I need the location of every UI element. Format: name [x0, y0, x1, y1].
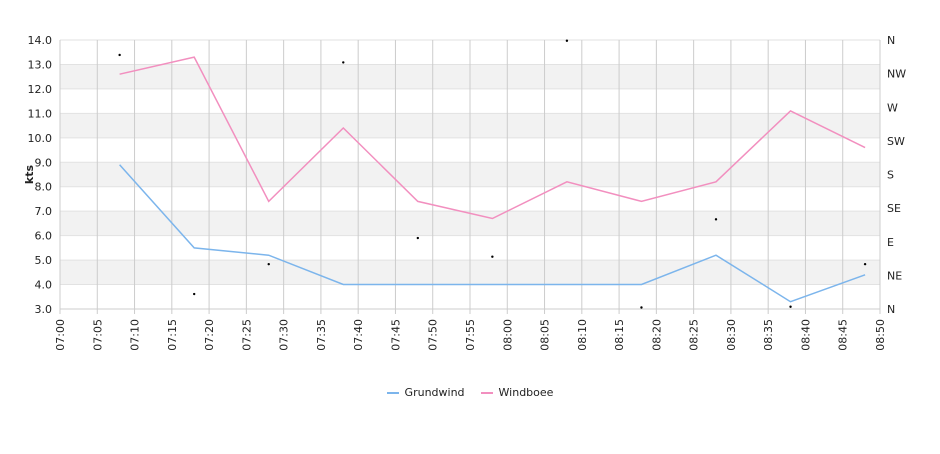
y-axis-label: kts	[23, 164, 36, 184]
x-tick-label: 08:50	[874, 319, 887, 351]
x-tick-label: 08:45	[837, 319, 850, 351]
x-tick-label: 07:20	[203, 319, 216, 351]
direction-tick-label: N	[887, 34, 895, 47]
x-tick-label: 08:10	[576, 319, 589, 351]
direction-marker	[565, 39, 569, 42]
y-tick-label: 4.0	[35, 279, 53, 292]
y-tick-label: 14.0	[28, 34, 53, 47]
x-tick-label: 07:40	[352, 319, 365, 351]
x-tick-label: 08:20	[650, 319, 663, 351]
x-tick-label: 08:40	[799, 319, 812, 351]
x-tick-label: 07:45	[389, 319, 402, 351]
x-tick-label: 07:50	[427, 319, 440, 351]
legend-label-grundwind: Grundwind	[404, 386, 465, 399]
x-tick-label: 07:55	[464, 319, 477, 351]
direction-tick-label: NE	[887, 269, 902, 282]
direction-marker	[416, 236, 420, 240]
x-tick-label: 08:05	[539, 319, 552, 351]
legend: Grundwind Windboee	[0, 386, 940, 399]
y-tick-label: 9.0	[35, 156, 53, 169]
y-tick-label: 12.0	[28, 83, 53, 96]
x-tick-label: 07:35	[315, 319, 328, 351]
direction-marker	[342, 61, 345, 64]
direction-marker	[714, 218, 718, 221]
y-tick-label: 13.0	[28, 58, 53, 71]
x-tick-label: 07:05	[91, 319, 104, 351]
direction-marker	[192, 292, 196, 296]
x-tick-label: 07:25	[240, 319, 253, 351]
y-tick-label: 5.0	[35, 254, 53, 267]
direction-marker	[491, 255, 494, 258]
direction-marker	[789, 305, 792, 308]
y-tick-label: 7.0	[35, 205, 53, 218]
y-tick-label: 3.0	[35, 303, 53, 316]
y-tick-label: 8.0	[35, 181, 53, 194]
direction-marker	[640, 306, 643, 309]
y-tick-label: 10.0	[28, 132, 53, 145]
direction-marker	[267, 262, 270, 266]
direction-tick-label: E	[887, 236, 894, 249]
x-tick-label: 08:25	[688, 319, 701, 351]
series-line-grundwind	[119, 164, 866, 303]
y-tick-label: 6.0	[35, 230, 53, 243]
direction-marker	[118, 53, 121, 57]
y-tick-label: 11.0	[28, 107, 53, 120]
direction-tick-label: SE	[887, 202, 901, 215]
x-tick-label: 07:15	[166, 319, 179, 351]
direction-tick-label: W	[887, 101, 898, 114]
legend-label-windboee: Windboee	[498, 386, 554, 399]
x-tick-label: 07:30	[278, 319, 291, 351]
x-tick-label: 08:30	[725, 319, 738, 351]
x-tick-label: 07:10	[129, 319, 142, 351]
legend-item-grundwind[interactable]: Grundwind	[386, 386, 465, 399]
direction-tick-label: N	[887, 303, 895, 316]
direction-tick-label: NW	[887, 68, 906, 81]
legend-swatch-grundwind	[386, 391, 399, 394]
x-tick-label: 07:00	[54, 319, 67, 351]
direction-tick-label: S	[887, 169, 894, 182]
direction-tick-label: SW	[887, 135, 905, 148]
direction-marker	[863, 262, 867, 266]
x-tick-label: 08:35	[762, 319, 775, 351]
series-line-windboee	[119, 56, 866, 220]
x-tick-label: 08:00	[501, 319, 514, 351]
x-tick-label: 08:15	[613, 319, 626, 351]
legend-swatch-windboee	[480, 391, 493, 394]
legend-item-windboee[interactable]: Windboee	[480, 386, 554, 399]
